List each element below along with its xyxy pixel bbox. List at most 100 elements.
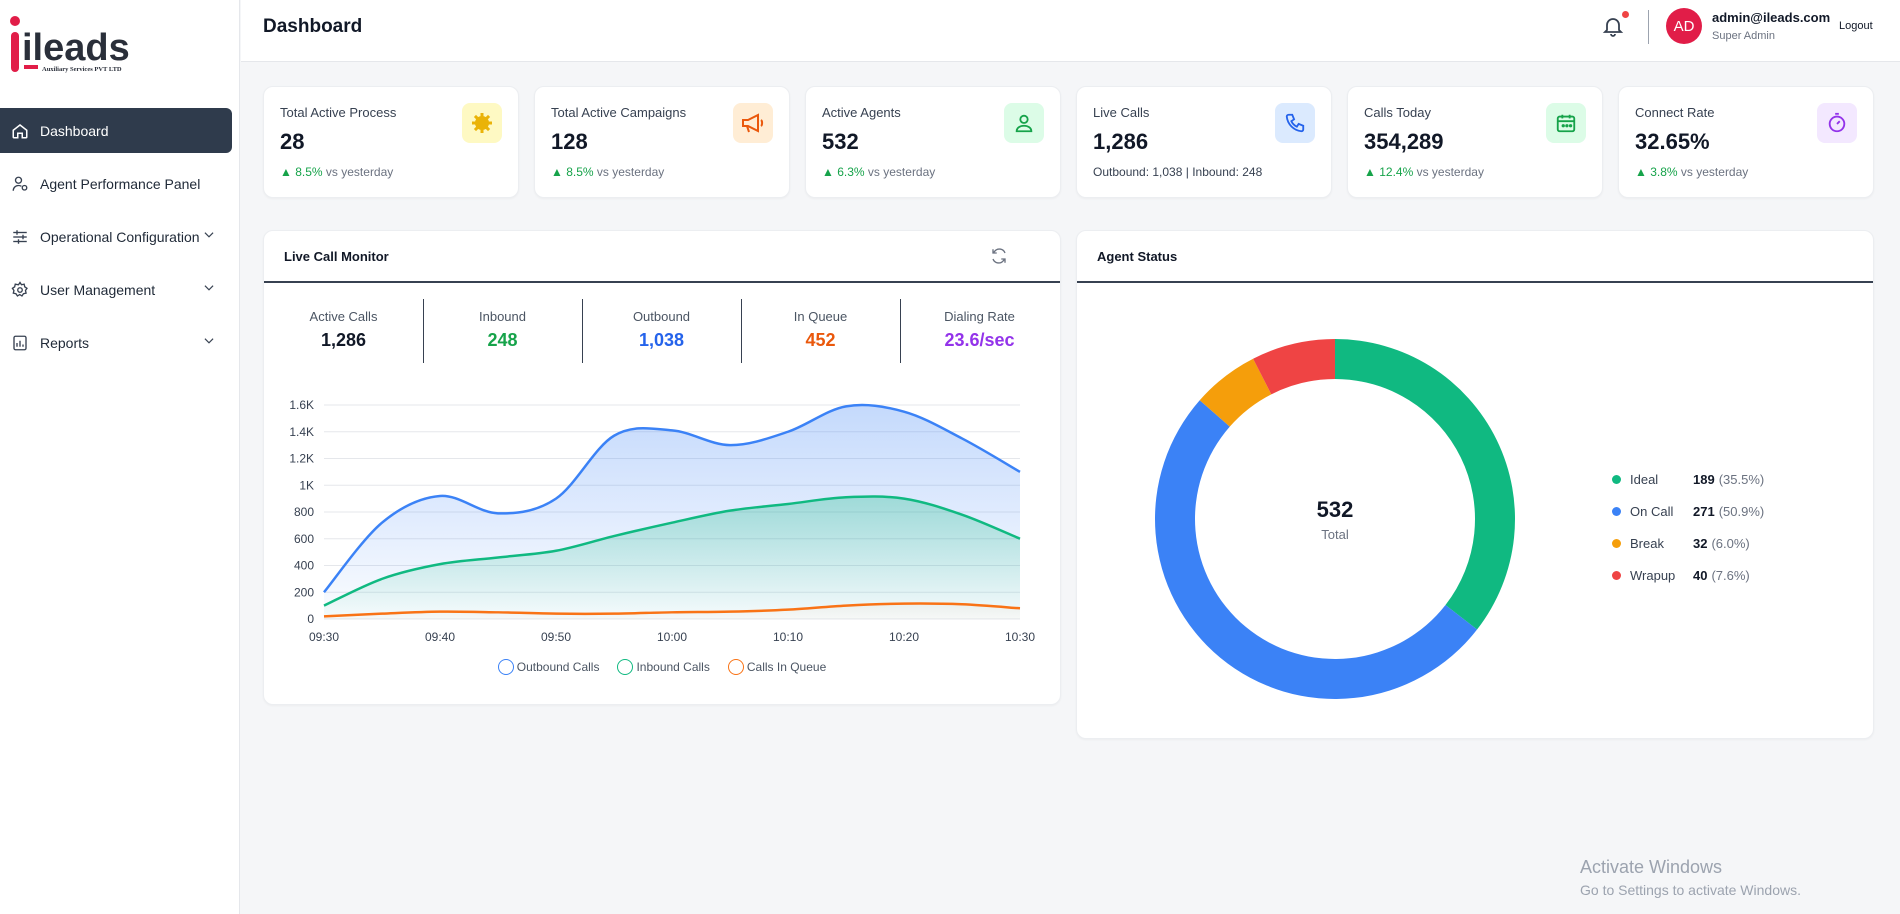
legend-item-inbound[interactable]: Inbound Calls (617, 659, 710, 675)
panel-header: Live Call Monitor (264, 231, 1060, 283)
legend-ring (497, 659, 514, 675)
legend-count: 32 (1693, 535, 1708, 551)
legend-item-on-call[interactable]: On Call 271 (50.9%) (1612, 495, 1764, 527)
top-header: Dashboard AD admin@ileads.com Super Admi… (241, 0, 1900, 62)
stat-card-total-active-process: Total Active Process 28 ▲ 8.5% vs yester… (263, 86, 519, 198)
stat-change: ▲ 8.5% vs yesterday (280, 165, 394, 179)
stat-change: ▲ 3.8% vs yesterday (1635, 165, 1749, 179)
report-icon (10, 333, 30, 353)
legend-percent: (6.0%) (1711, 535, 1750, 551)
user-email: admin@ileads.com (1712, 10, 1831, 25)
legend-item-ideal[interactable]: Ideal 189 (35.5%) (1612, 463, 1764, 495)
y-tick-label: 1.2K (289, 452, 314, 466)
donut-slice-wrapup[interactable] (1253, 339, 1335, 395)
sidebar-item-agent-performance[interactable]: Agent Performance Panel (0, 161, 232, 206)
stat-value: 28 (280, 129, 305, 154)
avatar[interactable]: AD (1666, 8, 1702, 44)
series-line-2 (323, 602, 1021, 618)
metric-value: 452 (805, 330, 836, 350)
stat-detail: Outbound: 1,038 | Inbound: 248 (1093, 165, 1263, 179)
sidebar-item-dashboard[interactable]: Dashboard (0, 108, 232, 153)
sidebar-item-label: Operational Configuration (40, 228, 200, 245)
donut-slice-on-call[interactable] (1154, 400, 1478, 700)
legend-percent: (7.6%) (1711, 567, 1750, 583)
sidebar-item-label: Agent Performance Panel (40, 175, 201, 192)
sidebar-item-reports[interactable]: Reports (0, 320, 232, 365)
y-tick-label: 800 (294, 505, 314, 519)
donut-total-label: Total (1321, 527, 1349, 542)
chevron-down-icon[interactable] (202, 228, 216, 245)
legend-label: Wrapup (1630, 567, 1676, 583)
logout-button[interactable]: Logout (1839, 20, 1873, 32)
legend-label: Calls In Queue (746, 660, 827, 674)
legend-percent: (35.5%) (1718, 471, 1765, 487)
sidebar-item-label: User Management (40, 281, 156, 298)
stat-value: 32.65% (1635, 129, 1710, 154)
metric-value: 248 (487, 330, 518, 350)
chevron-down-icon[interactable] (202, 281, 216, 298)
svg-text:Auxiliary Services PVT LTD: Auxiliary Services PVT LTD (42, 66, 122, 73)
home-icon (10, 121, 30, 141)
donut-slice-break[interactable] (1199, 358, 1272, 427)
legend-ring (617, 659, 634, 675)
windows-activation-title: Activate Windows (1580, 857, 1723, 877)
stat-label: Active Agents (822, 105, 901, 120)
stat-card-total-active-campaigns: Total Active Campaigns 128 ▲ 8.5% vs yes… (534, 86, 790, 198)
stat-change: ▲ 8.5% vs yesterday (551, 165, 665, 179)
chart-legend: Outbound Calls Inbound Calls Calls In Qu… (264, 659, 1060, 675)
legend-dot (1612, 570, 1621, 580)
panel-title: Live Call Monitor (284, 249, 389, 264)
legend-item-break[interactable]: Break 32 (6.0%) (1612, 527, 1764, 559)
stat-card-calls-today: Calls Today 354,289 ▲ 12.4% vs yesterday (1347, 86, 1603, 198)
phone-icon (1275, 103, 1315, 143)
metric-active-calls: Active Calls 1,286 (264, 299, 423, 365)
live-call-chart: 0 200 400 600 800 1K 1.2K 1.4K 1.6K 09:30 09:40 09:… (289, 398, 1035, 644)
legend-dot (1612, 474, 1621, 484)
x-tick-label: 09:40 (425, 630, 455, 644)
y-tick-label: 400 (294, 559, 314, 573)
stat-value: 532 (822, 129, 859, 154)
stat-label: Calls Today (1364, 105, 1431, 120)
refresh-icon[interactable] (990, 247, 1008, 265)
stat-value: 128 (551, 129, 588, 154)
legend-dot (1612, 506, 1621, 516)
x-tick-label: 10:00 (657, 630, 687, 644)
ileads-logo[interactable]: ileads Auxiliary Services PVT LTD (8, 14, 148, 78)
y-tick-label: 1.4K (289, 425, 314, 439)
legend-label: Break (1630, 535, 1664, 551)
metric-value: 1,038 (638, 330, 685, 350)
notification-dot (1622, 11, 1629, 18)
panel-header: Agent Status (1077, 231, 1873, 283)
metric-label: Active Calls (309, 309, 378, 324)
user-settings-icon (10, 174, 30, 194)
legend-item-wrapup[interactable]: Wrapup 40 (7.6%) (1612, 559, 1764, 591)
legend-percent: (50.9%) (1718, 503, 1765, 519)
bell-icon[interactable] (1601, 13, 1627, 39)
gear-icon (462, 103, 502, 143)
svg-text:ileads: ileads (22, 27, 130, 69)
header-divider (1648, 10, 1649, 44)
agent-status-panel: Agent Status 532 Total Ideal 189 (35.5%) … (1076, 230, 1874, 739)
stat-value: 1,286 (1093, 129, 1149, 154)
legend-count: 40 (1693, 567, 1708, 583)
stat-label: Live Calls (1093, 105, 1150, 120)
panel-title: Agent Status (1097, 249, 1178, 264)
chevron-down-icon[interactable] (202, 334, 216, 351)
legend-item-queue[interactable]: Calls In Queue (727, 659, 827, 675)
megaphone-icon (733, 103, 773, 143)
y-tick-label: 600 (294, 532, 314, 546)
page-title: Dashboard (263, 16, 363, 37)
x-tick-label: 09:30 (309, 630, 339, 644)
sidebar-item-operational-configuration[interactable]: Operational Configuration (0, 214, 232, 259)
series-area-2 (324, 603, 1020, 619)
person-icon (1004, 103, 1044, 143)
series-area-1 (324, 496, 1020, 619)
legend-item-outbound[interactable]: Outbound Calls (497, 659, 599, 675)
metric-label: Outbound (632, 309, 691, 324)
sidebar-item-user-management[interactable]: User Management (0, 267, 232, 312)
donut-slice-ideal[interactable] (1335, 339, 1515, 630)
metric-label: In Queue (793, 309, 848, 324)
metric-divider (900, 299, 901, 363)
sidebar-item-label: Reports (40, 334, 90, 351)
legend-ring (727, 659, 744, 675)
